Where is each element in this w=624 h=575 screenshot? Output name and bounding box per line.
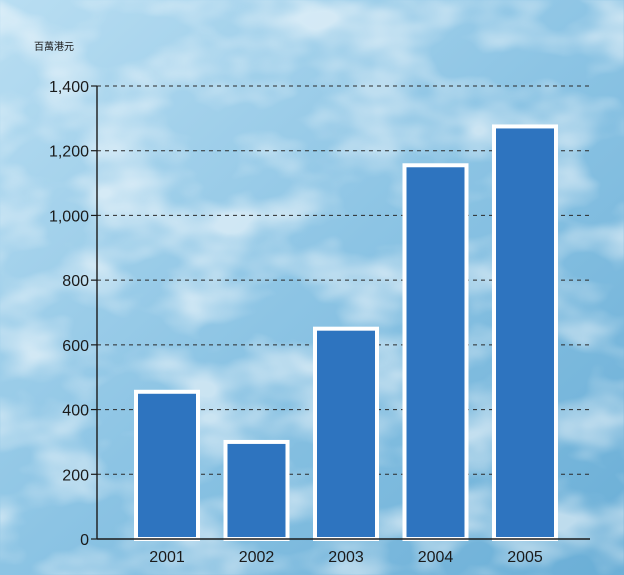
y-tick-label: 1,000 [49,208,89,225]
bar-2001 [134,389,200,541]
y-tick-label: 400 [62,403,89,420]
y-axis-unit-label: 百萬港元 [34,40,74,53]
y-tick-label: 200 [62,467,89,484]
axes [96,86,590,540]
bar-2004 [402,163,469,541]
y-tick-labels: 0 200 400 600 800 1,000 1,200 1,400 [49,79,89,549]
y-tick-label: 600 [62,338,89,355]
bar-2002 [223,439,290,541]
x-tick-label: 2004 [418,549,454,566]
x-tick-labels: 2001 2002 2003 2004 2005 [149,549,543,566]
bar-2003 [313,326,379,541]
y-tick-label: 1,400 [49,79,89,96]
x-tick-label: 2001 [149,549,185,566]
bar-2005 [492,124,558,541]
y-tick-label: 0 [80,532,89,549]
x-tick-label: 2003 [328,549,364,566]
y-tick-label: 800 [62,273,89,290]
x-tick-label: 2005 [507,549,543,566]
y-tick-label: 1,200 [49,144,89,161]
x-tick-label: 2002 [239,549,275,566]
